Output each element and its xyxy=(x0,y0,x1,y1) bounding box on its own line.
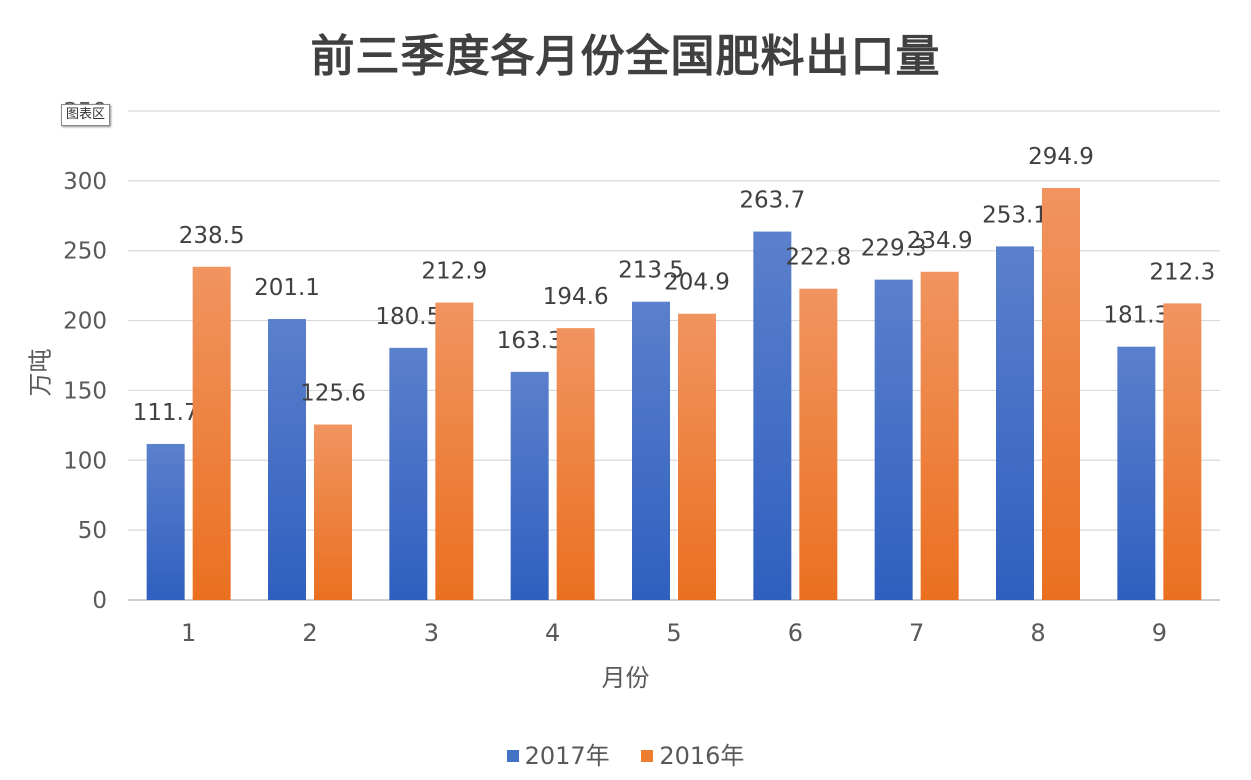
x-tick-label: 8 xyxy=(1030,619,1045,647)
x-tick-label: 6 xyxy=(788,619,803,647)
data-label: 229.3 xyxy=(861,236,927,262)
y-tick-label: 200 xyxy=(63,309,107,335)
data-label: 194.6 xyxy=(543,284,609,310)
bar-2016-m4[interactable] xyxy=(556,328,595,600)
y-axis-label: 万吨 xyxy=(26,348,55,397)
bar-2017-m9[interactable] xyxy=(1117,346,1156,600)
bar-2016-m9[interactable] xyxy=(1163,303,1202,600)
data-label: 204.9 xyxy=(664,270,730,296)
legend-swatch-2017 xyxy=(506,750,519,762)
bar-2016-m1[interactable] xyxy=(192,266,231,600)
bar-2017-m2[interactable] xyxy=(268,319,306,600)
x-axis-label: 月份 xyxy=(601,664,650,692)
y-tick-label: 50 xyxy=(78,518,107,544)
bar-2016-m2[interactable] xyxy=(314,424,352,600)
data-label: 263.7 xyxy=(739,188,805,214)
bar-2017-m4[interactable] xyxy=(510,371,549,600)
x-tick-label: 4 xyxy=(545,619,560,647)
bar-2017-m3[interactable] xyxy=(389,347,428,600)
bar-2016-m6[interactable] xyxy=(799,288,838,600)
y-tick-label: 300 xyxy=(63,169,107,195)
data-label: 125.6 xyxy=(300,381,366,407)
bar-2016-m3[interactable] xyxy=(435,302,474,600)
gridlines xyxy=(128,110,1220,601)
data-label: 294.9 xyxy=(1028,144,1094,170)
legend: 2017年 2016年 xyxy=(0,736,1251,771)
bar-2017-m5[interactable] xyxy=(632,301,670,600)
data-label: 163.3 xyxy=(497,328,563,354)
data-label: 181.3 xyxy=(1103,303,1169,329)
chart-area-tag: 图表区 xyxy=(61,104,111,126)
legend-swatch-2016 xyxy=(641,750,654,762)
y-tick-label: 100 xyxy=(63,448,107,474)
bar-2016-m7[interactable] xyxy=(920,271,959,600)
x-axis-ticks: 1 2 3 4 5 6 7 8 9 xyxy=(181,619,1167,647)
y-tick-label: 150 xyxy=(63,378,107,404)
data-label: 180.5 xyxy=(375,304,441,330)
x-tick-label: 3 xyxy=(424,619,439,647)
bar-2017-m1[interactable] xyxy=(146,443,185,600)
x-tick-label: 7 xyxy=(909,619,924,647)
data-label: 213.5 xyxy=(618,258,684,284)
data-label: 222.8 xyxy=(785,245,851,271)
data-label: 253.1 xyxy=(982,202,1048,228)
bar-2016-m5[interactable] xyxy=(678,313,716,600)
bar-2016-m8[interactable] xyxy=(1042,187,1080,600)
x-tick-label: 2 xyxy=(302,619,317,647)
x-tick-label: 1 xyxy=(181,619,196,647)
x-tick-label: 5 xyxy=(666,619,681,647)
legend-label-2017: 2017年 xyxy=(524,742,610,770)
data-label: 201.1 xyxy=(254,275,320,301)
bar-2017-m8[interactable] xyxy=(996,246,1034,600)
bars: 111.7 238.5 201.1 125.6 180.5 212.9 163.3 194.6… xyxy=(133,144,1215,600)
legend-item-2017[interactable]: 2017年 xyxy=(506,736,610,771)
y-axis-ticks: 050100150200250300350 xyxy=(63,99,107,614)
x-tick-label: 9 xyxy=(1152,619,1167,647)
chart-title: 前三季度各月份全国肥料出口量 xyxy=(310,31,941,82)
data-label: 212.3 xyxy=(1149,259,1215,285)
legend-label-2016: 2016年 xyxy=(659,742,745,770)
data-label: 234.9 xyxy=(907,228,973,254)
y-tick-label: 0 xyxy=(92,588,107,614)
y-tick-label: 250 xyxy=(63,239,107,265)
bar-2017-m7[interactable] xyxy=(874,279,913,600)
data-label: 212.9 xyxy=(421,259,487,285)
bar-2017-m6[interactable] xyxy=(753,231,792,600)
legend-item-2016[interactable]: 2016年 xyxy=(641,736,744,771)
data-label: 238.5 xyxy=(179,223,245,249)
data-label: 111.7 xyxy=(133,400,199,426)
